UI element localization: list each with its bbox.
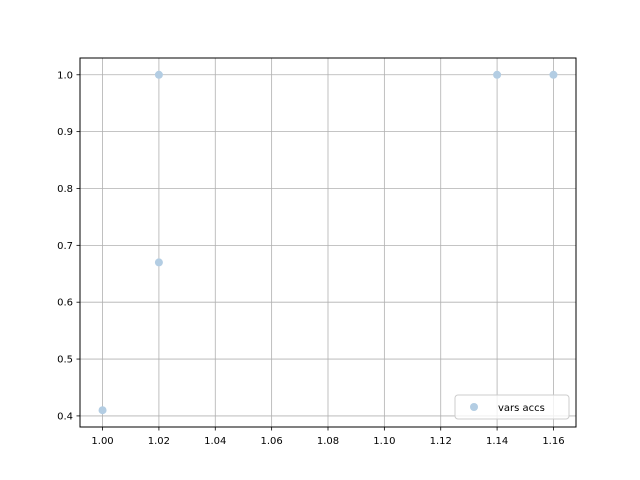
y-tick-label: 0.9 xyxy=(57,127,73,138)
x-tick-label: 1.04 xyxy=(204,436,226,447)
x-tick-label: 1.10 xyxy=(373,436,395,447)
legend-box xyxy=(454,394,570,420)
data-point xyxy=(154,70,163,79)
legend-marker xyxy=(470,403,478,411)
data-points xyxy=(98,70,558,415)
x-tick-label: 1.14 xyxy=(486,436,508,447)
x-tick-label: 1.12 xyxy=(430,436,452,447)
data-point xyxy=(98,406,107,415)
y-tick-label: 0.7 xyxy=(57,241,73,252)
y-tick-label: 0.6 xyxy=(57,298,73,309)
x-tick-label: 1.00 xyxy=(91,436,113,447)
x-tick-label: 1.02 xyxy=(148,436,170,447)
y-tick-label: 1.0 xyxy=(57,70,73,81)
y-tick-label: 0.4 xyxy=(57,411,73,422)
data-point xyxy=(154,258,163,267)
data-point xyxy=(549,70,558,79)
legend-label: vars accs xyxy=(498,403,545,414)
data-point xyxy=(493,70,502,79)
legend: vars accs xyxy=(454,394,570,420)
y-tick-label: 0.8 xyxy=(57,184,73,195)
y-axis-ticks: 0.4 0.5 0.6 0.7 0.8 0.9 1.0 xyxy=(57,70,80,422)
x-tick-label: 1.16 xyxy=(542,436,564,447)
grid-lines xyxy=(80,58,576,427)
x-axis-ticks: 1.00 1.02 1.04 1.06 1.08 1.10 1.12 1.14 1.16 xyxy=(91,427,565,447)
y-tick-label: 0.5 xyxy=(57,355,73,366)
x-tick-label: 1.06 xyxy=(261,436,283,447)
x-tick-label: 1.08 xyxy=(317,436,339,447)
